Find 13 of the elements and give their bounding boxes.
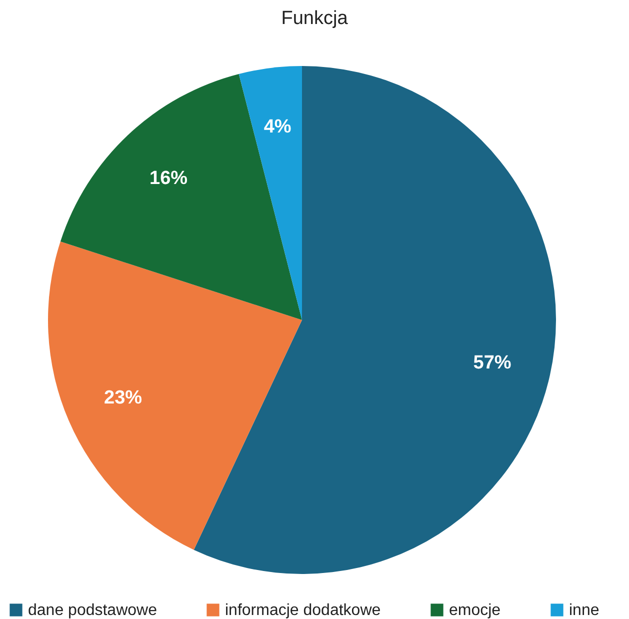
chart-title: Funkcja (281, 8, 348, 29)
pie-slice (48, 242, 302, 550)
pie-slice (194, 66, 556, 574)
data-label: 16% (150, 168, 188, 189)
data-label: 57% (473, 352, 512, 374)
pie-slice (60, 74, 302, 320)
pie-slice (238, 66, 302, 320)
legend-label: informacje dodatkowe (225, 602, 381, 619)
data-label: 4% (264, 116, 292, 138)
legend-label: inne (569, 602, 600, 619)
legend-label: dane podstawowe (28, 602, 158, 619)
legend-label: emocje (449, 602, 501, 619)
data-label: 23% (104, 387, 142, 408)
